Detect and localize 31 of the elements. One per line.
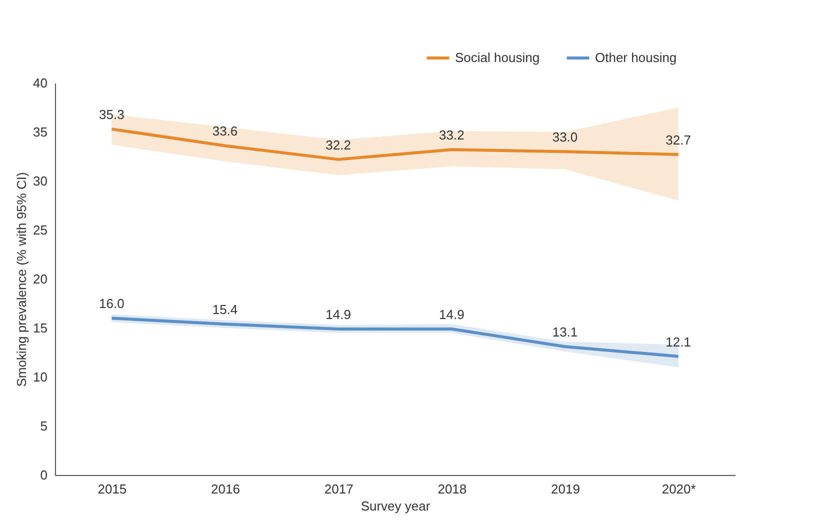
y-tick-label: 10	[33, 370, 48, 384]
x-tick-label: 2020*	[662, 482, 696, 496]
data-label: 33.2	[439, 128, 464, 143]
data-label: 32.2	[326, 137, 351, 152]
data-label: 14.9	[326, 306, 351, 322]
data-label: 33.6	[212, 124, 238, 139]
y-tick-label: 5	[40, 418, 48, 434]
y-axis-title: Smoking prevalence (% with 95% CI)	[14, 172, 30, 387]
y-tick-label: 30	[33, 174, 48, 188]
y-tick-label: 15	[33, 320, 48, 336]
data-label: 32.7	[666, 132, 691, 148]
x-tick-label: 2019	[551, 482, 580, 496]
data-label: 35.3	[99, 107, 124, 122]
x-tick-label: 2016	[211, 482, 240, 496]
legend-label: Other housing	[595, 50, 677, 65]
data-label: 33.0	[552, 130, 578, 145]
data-label: 16.0	[99, 296, 124, 312]
data-label: 12.1	[666, 334, 691, 350]
x-tick-label: 2017	[324, 482, 354, 496]
y-tick-label: 25	[33, 222, 48, 238]
x-tick-label: 2018	[438, 482, 467, 496]
x-tick-label: 2015	[98, 482, 127, 496]
y-tick-label: 0	[40, 468, 48, 482]
x-axis-title: Survey year	[360, 498, 431, 514]
data-label: 14.9	[439, 306, 464, 322]
y-tick-label: 35	[33, 124, 48, 140]
data-label: 13.1	[552, 324, 578, 340]
legend-label: Social housing	[455, 50, 540, 65]
y-tick-label: 20	[33, 272, 48, 286]
data-label: 15.4	[212, 302, 238, 318]
y-tick-label: 40	[33, 76, 48, 90]
